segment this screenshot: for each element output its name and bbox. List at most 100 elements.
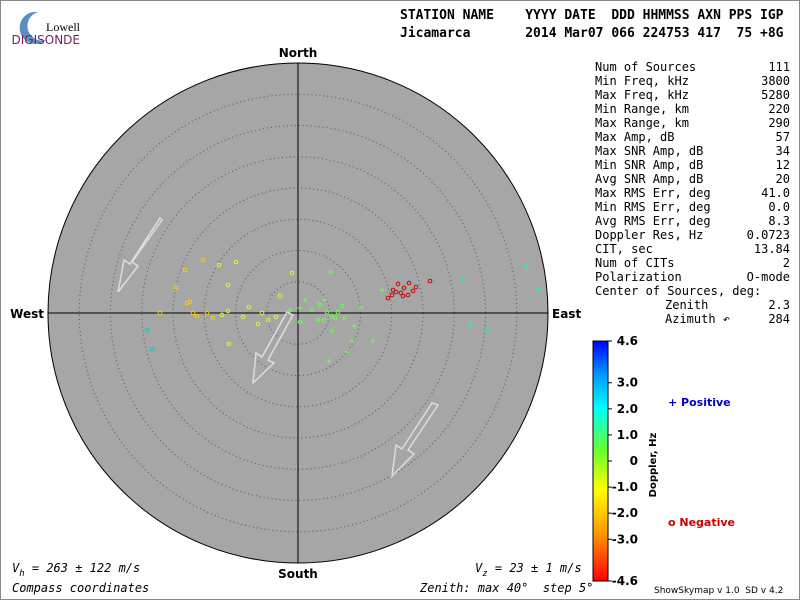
stat-value: 111 [768, 60, 790, 74]
negative-source [395, 281, 401, 287]
colorbar [592, 340, 609, 582]
negative-source [225, 282, 231, 288]
coords-note: Compass coordinates [12, 581, 149, 595]
stat-label: Avg RMS Err, deg [595, 214, 711, 228]
negative-source [289, 270, 295, 276]
stat-label: Min RMS Err, deg [595, 200, 711, 214]
positive-source [315, 317, 321, 323]
center-value: 284 [768, 312, 790, 326]
negative-source [182, 267, 188, 273]
stat-label: Min Freq, kHz [595, 74, 689, 88]
stat-label: Num of Sources [595, 60, 696, 74]
negative-source [190, 310, 196, 316]
header-columns: STATION NAME YYYY DATE DDD HHMMSS AXN PP… [400, 8, 784, 23]
negative-source [297, 319, 303, 325]
negative-source [339, 303, 345, 309]
negative-source [240, 314, 246, 320]
colorbar-tick-label: 1.0 [617, 428, 638, 442]
stat-label: Polarization [595, 270, 682, 284]
negative-source [216, 262, 222, 268]
stat-label: Doppler Res, Hz [595, 228, 703, 242]
positive-source [297, 305, 303, 311]
negative-source [200, 257, 206, 263]
negative-source [398, 290, 404, 296]
stat-value: 41.0 [761, 186, 790, 200]
stat-label: Max Freq, kHz [595, 88, 689, 102]
negative-source [225, 308, 231, 314]
stat-value: 8.3 [768, 214, 790, 228]
negative-source [219, 312, 225, 318]
positive-source [329, 328, 335, 334]
sources [144, 257, 542, 364]
center-title: Center of Sources, deg: [595, 284, 761, 298]
positive-source [302, 297, 308, 303]
stat-label: Num of CITs [595, 256, 674, 270]
stats-table: Num of Sources 111 Min Freq, kHz 3800 Max Fr… [595, 60, 790, 326]
negative-source [149, 346, 155, 352]
center-label: Azimuth ↶ [665, 312, 730, 326]
stat-label: Max RMS Err, deg [595, 186, 711, 200]
stat-value: 57 [776, 130, 790, 144]
colorbar-tick-label: 3.0 [617, 376, 638, 390]
west-label: West [10, 307, 44, 321]
negative-source [427, 278, 433, 284]
vh: Vh = 263 ± 122 m/s [12, 561, 140, 579]
stat-value: 12 [776, 158, 790, 172]
colorbar-tick-label: 0 [630, 454, 638, 468]
negative-source [406, 280, 412, 286]
positive-source [344, 349, 350, 355]
positive-source [358, 305, 364, 311]
stat-value: O-mode [747, 270, 790, 284]
negative-source [210, 315, 216, 321]
stat-label: Max Amp, dB [595, 130, 674, 144]
logo-top: Lowell [46, 20, 81, 34]
stat-label: Avg SNR Amp, dB [595, 172, 703, 186]
negative-source [335, 309, 341, 315]
negative-source [255, 321, 261, 327]
negative-source [321, 317, 327, 323]
stat-label: Min SNR Amp, dB [595, 158, 703, 172]
negative-source [226, 341, 232, 347]
stat-value: 13.84 [754, 242, 790, 256]
colorbar-tick-label: -2.0 [612, 506, 638, 520]
logo-bottom: DIGISONDE [12, 33, 80, 47]
negative-source [401, 285, 407, 291]
stat-label: Max Range, km [595, 116, 689, 130]
stat-value: 34 [776, 144, 790, 158]
stat-label: CIT, sec [595, 242, 653, 256]
positive-source [484, 327, 490, 333]
negative-source [317, 302, 323, 308]
positive-source [379, 287, 385, 293]
stat-label: Min Range, km [595, 102, 689, 116]
negative-source [265, 317, 271, 323]
positive-source [460, 277, 466, 283]
logo-swoosh [19, 11, 46, 44]
negative-source [204, 310, 210, 316]
legend-negative: o Negative [668, 516, 735, 529]
negative-source [184, 300, 190, 306]
negative-source [173, 284, 179, 290]
stat-value: 0.0723 [747, 228, 790, 242]
positive-source [322, 297, 328, 303]
negative-source [144, 327, 150, 333]
negative-source [390, 287, 396, 293]
positive-source [351, 323, 357, 329]
positive-source [328, 269, 334, 275]
center-label: Zenith [665, 298, 708, 312]
negative-source [328, 313, 334, 319]
negative-source [410, 288, 416, 294]
stat-value: 220 [768, 102, 790, 116]
stat-value: 0.0 [768, 200, 790, 214]
negative-source [393, 289, 399, 295]
stat-value: 2 [783, 256, 790, 270]
south-label: South [278, 567, 318, 581]
negative-source [324, 309, 330, 315]
negative-source [157, 310, 163, 316]
version: ShowSkymap v 1.0 SD v 4.2 [654, 586, 783, 596]
header-values: Jicamarca 2014 Mar07 066 224753 417 75 +… [400, 26, 784, 41]
colorbar-tick-label: 2.0 [617, 402, 638, 416]
positive-source [287, 307, 293, 313]
velocity-arrows [117, 216, 440, 479]
positive-source [349, 338, 355, 344]
